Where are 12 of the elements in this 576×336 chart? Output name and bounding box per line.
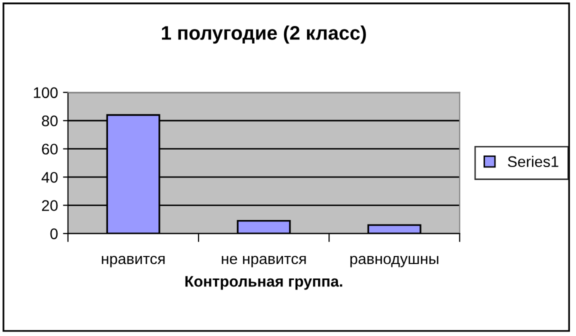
y-tick-label: 20 (42, 200, 58, 211)
x-tick-label: равнодушны (350, 256, 438, 268)
y-tick-label: 40 (42, 172, 58, 183)
y-tick-label: 100 (34, 87, 58, 98)
y-tick-label: 80 (42, 115, 58, 126)
x-tick-label: нравится (102, 256, 165, 268)
chart-title: 1 полугодие (2 класс) (162, 26, 366, 44)
y-tick-label: 60 (42, 144, 58, 155)
y-tick-label: 0 (50, 228, 58, 240)
legend-label: Series1 (508, 156, 558, 168)
x-axis-title: Контрольная группа. (185, 276, 342, 290)
x-tick-label: не нравится (222, 256, 306, 268)
